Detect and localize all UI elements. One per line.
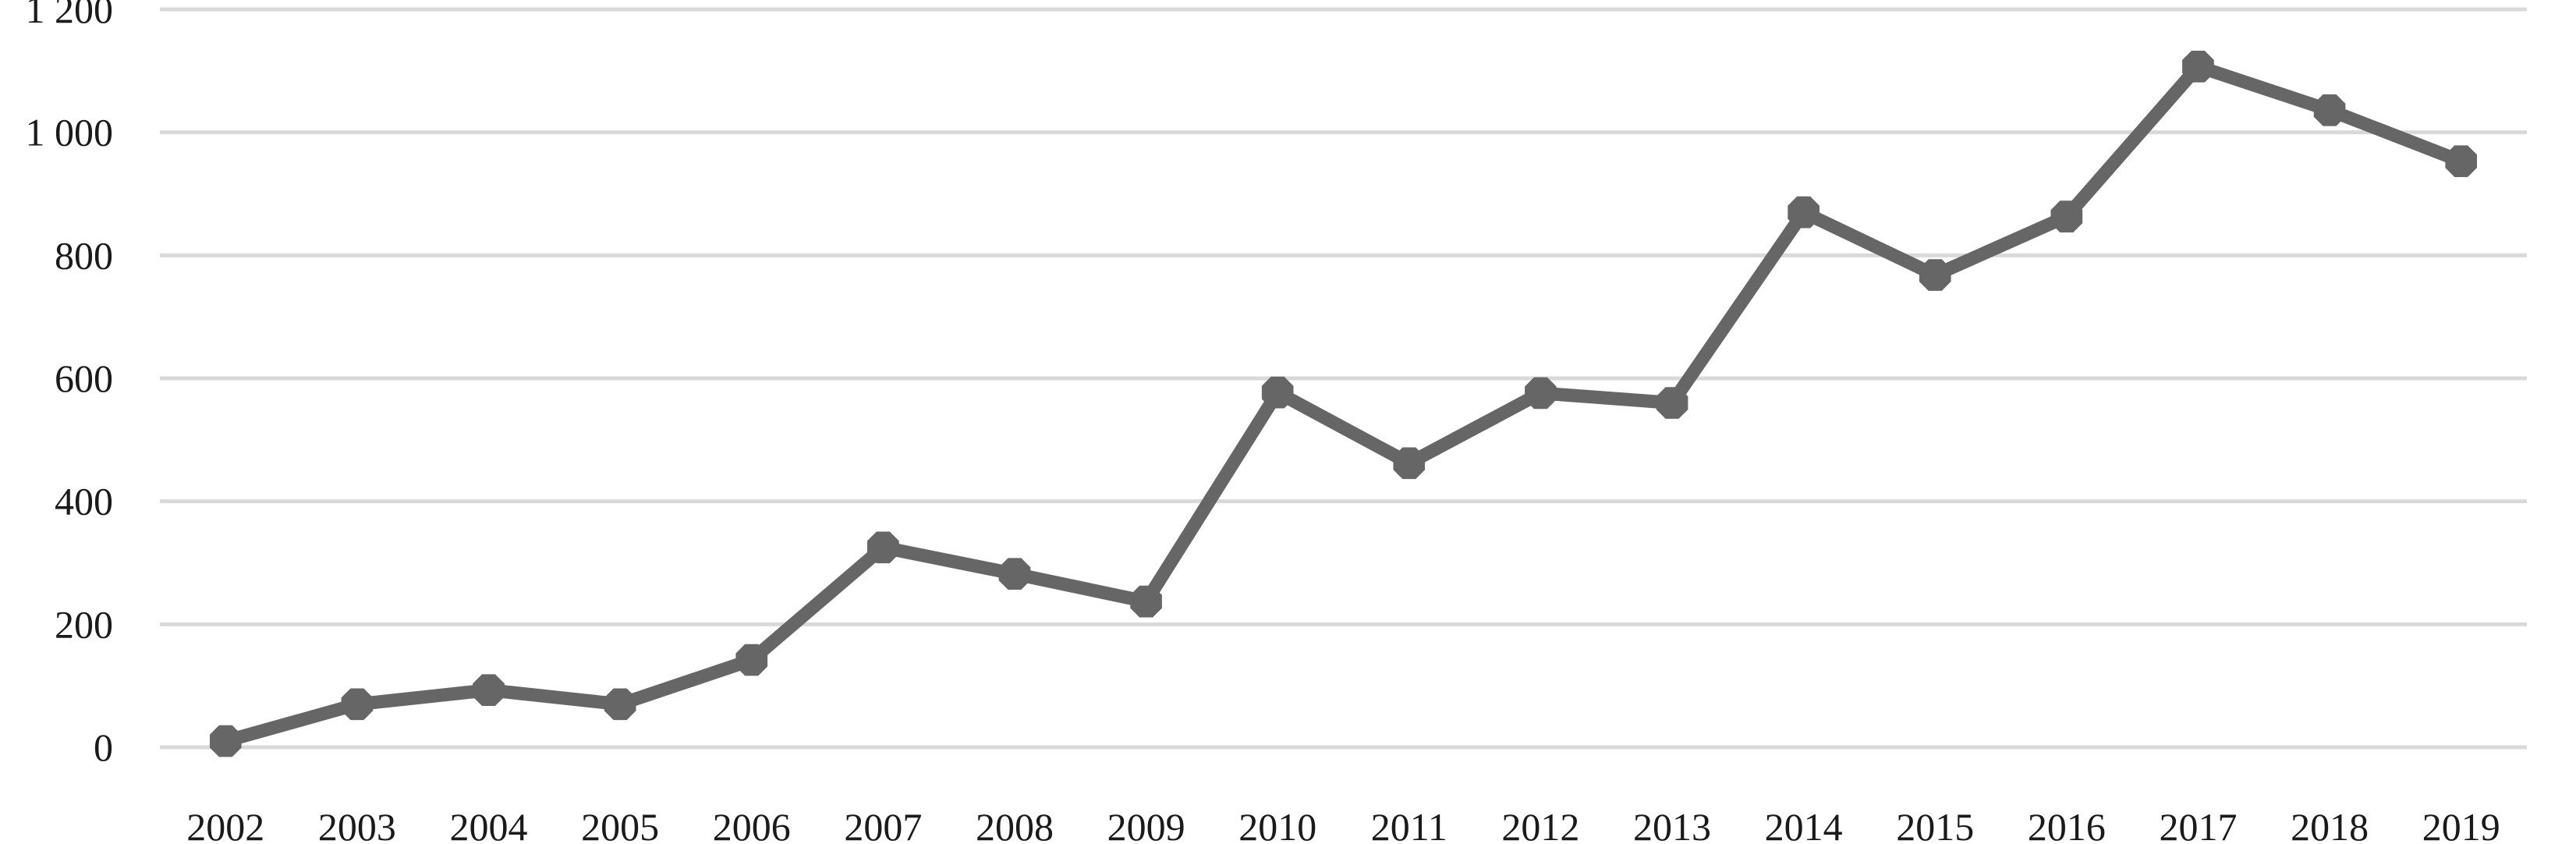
series-line (218, 59, 2468, 748)
data-point (604, 688, 636, 721)
plot-area (210, 51, 2477, 757)
gridlines (160, 7, 2527, 750)
data-point (1525, 377, 1557, 410)
x-tick-label: 2006 (713, 805, 791, 844)
x-axis: 2002 2003 2004 2005 2006 2007 2008 2009 2010 2011… (186, 805, 2500, 844)
y-tick-label: 1 200 (26, 0, 114, 31)
x-tick-label: 2012 (1501, 805, 1579, 844)
x-tick-label: 2003 (318, 805, 396, 844)
data-point (1261, 376, 1294, 409)
x-tick-label: 2004 (450, 805, 528, 844)
x-tick-label: 2008 (976, 805, 1054, 844)
data-point (1393, 447, 1426, 480)
x-tick-label: 2016 (2028, 805, 2106, 844)
x-tick-label: 2005 (581, 805, 659, 844)
data-point (1788, 196, 1819, 229)
y-tick-label: 200 (55, 602, 113, 646)
x-tick-label: 2018 (2291, 805, 2369, 844)
x-tick-label: 2015 (1896, 805, 1974, 844)
x-tick-label: 2014 (1765, 805, 1843, 844)
data-point (1656, 387, 1688, 419)
data-point (735, 644, 768, 676)
data-point (2445, 145, 2477, 177)
data-point (867, 531, 899, 564)
x-tick-label: 2019 (2422, 805, 2500, 844)
data-point (2313, 94, 2346, 126)
data-point (473, 674, 505, 706)
x-tick-label: 2002 (186, 805, 264, 844)
x-tick-label: 2009 (1107, 805, 1185, 844)
data-point (2182, 51, 2214, 83)
x-tick-label: 2013 (1633, 805, 1711, 844)
x-tick-label: 2011 (1371, 805, 1447, 844)
data-point (2050, 200, 2083, 232)
y-tick-label: 800 (55, 233, 113, 277)
x-tick-label: 2007 (844, 805, 922, 844)
data-point (998, 558, 1031, 590)
data-point (1919, 259, 1951, 291)
data-point (1130, 585, 1162, 618)
data-point (341, 688, 374, 721)
x-tick-label: 2017 (2159, 805, 2237, 844)
data-point (210, 725, 242, 757)
y-axis: 0 200 400 600 800 1 000 1 200 (26, 0, 114, 769)
y-tick-label: 400 (55, 480, 113, 523)
y-tick-label: 600 (55, 356, 113, 400)
y-tick-label: 1 000 (26, 111, 114, 154)
x-tick-label: 2010 (1238, 805, 1316, 844)
y-tick-label: 0 (94, 725, 113, 769)
